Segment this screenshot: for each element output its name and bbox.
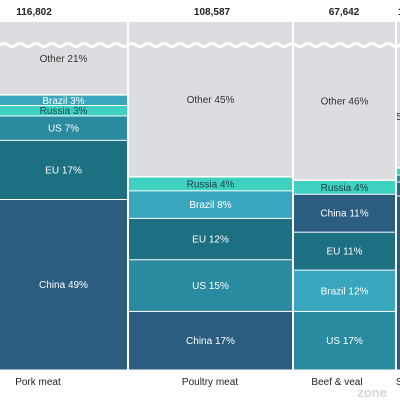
column-total-label: 67,642 — [329, 7, 360, 18]
segment-label: China 17% — [186, 336, 235, 347]
segment-label-fragment: 5 — [396, 112, 400, 123]
segment-bar — [397, 22, 400, 168]
segment-label: Russia 4% — [187, 179, 235, 190]
segment-bar — [294, 194, 395, 232]
segment-label: Brazil 3% — [42, 96, 84, 107]
category-label: Poultry meat — [182, 377, 238, 388]
segment-bar — [0, 106, 127, 116]
segment-label: Other 46% — [321, 97, 369, 108]
category-label: Pork meat — [15, 377, 61, 388]
category-labels: Pork meat Poultry meat Beef & veal Shee — [15, 377, 400, 388]
segment-bar — [294, 270, 395, 311]
segment-label: Russia 3% — [40, 106, 88, 117]
segment-label: China 11% — [320, 209, 368, 220]
column-total-label: 14 — [398, 7, 400, 18]
category-label: Shee — [396, 377, 400, 388]
segment-label: EU 17% — [45, 165, 82, 176]
segment-label: Other 21% — [40, 54, 88, 65]
segment-label: US 7% — [48, 124, 79, 135]
column-total-label: 116,802 — [16, 7, 52, 18]
column-shee: 5 — [396, 22, 400, 370]
segment-bar — [294, 232, 395, 270]
segment-bar — [129, 311, 292, 370]
segment-label: Russia 4% — [321, 183, 369, 194]
segment-bar — [0, 140, 127, 199]
segment-bar — [294, 311, 395, 370]
segment-bar — [0, 22, 127, 95]
segment-label: Other 45% — [187, 95, 235, 106]
segment-bar — [294, 22, 395, 180]
segment-bar — [129, 177, 292, 191]
axis-break — [0, 22, 400, 370]
segment-label: EU 12% — [192, 235, 229, 246]
segment-bar — [0, 199, 127, 370]
segment-label: US 15% — [192, 281, 229, 292]
segment-bar — [294, 180, 395, 194]
segment-bar — [0, 95, 127, 106]
column-poultry-meat: China 17% US 15% EU 12% Brazil 8% Russia 4% O… — [129, 22, 292, 370]
segment-bar — [397, 168, 400, 175]
segment-label: US 17% — [326, 336, 363, 347]
chart-columns: China 49% EU 17% US 7% Russia 3%Brazil 3% Ot… — [0, 22, 400, 370]
segment-label: Brazil 8% — [189, 200, 231, 211]
segment-bar — [129, 218, 292, 260]
column-pork-meat: China 49% EU 17% US 7% Russia 3%Brazil 3% Ot… — [0, 22, 127, 370]
segment-label: Brazil 12% — [321, 286, 369, 297]
column-totals: 116,802 108,587 67,642 14 — [16, 7, 400, 18]
segment-label: EU 11% — [327, 247, 363, 258]
watermark-logo: zone — [357, 385, 387, 400]
column-beef-veal: US 17% Brazil 12% EU 11% China 11% Russia 4%… — [294, 22, 395, 370]
segment-bar — [0, 116, 127, 140]
category-label: Beef & veal — [311, 377, 362, 388]
axis-break-line — [0, 42, 400, 48]
column-total-label: 108,587 — [194, 7, 231, 18]
segment-bar — [397, 182, 400, 196]
segment-bar — [397, 196, 400, 370]
segment-bar — [397, 175, 400, 182]
segment-label: China 49% — [39, 280, 88, 291]
segment-bar — [129, 260, 292, 311]
segment-bar — [129, 191, 292, 218]
